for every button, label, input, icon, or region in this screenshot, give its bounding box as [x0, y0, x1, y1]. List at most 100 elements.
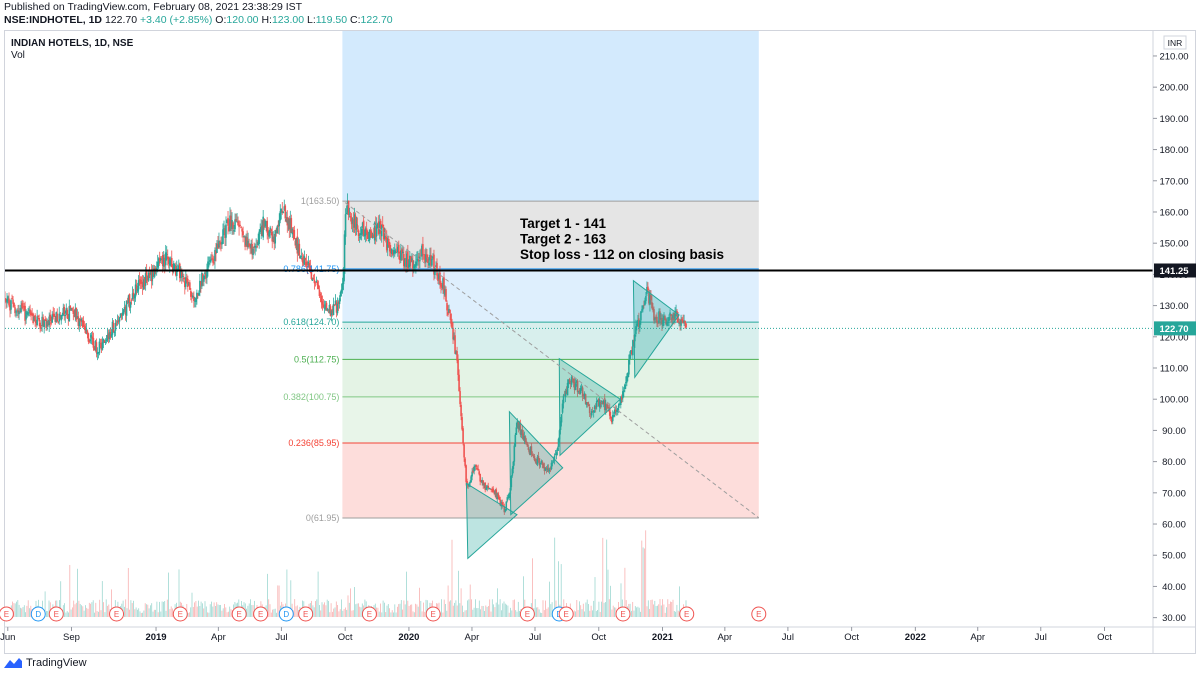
candle	[159, 256, 162, 264]
candle	[114, 319, 117, 337]
candle	[293, 225, 296, 240]
candle-body	[629, 354, 631, 360]
volume-bar	[230, 609, 232, 617]
event-marker-letter: E	[684, 610, 689, 619]
candle-body	[592, 410, 595, 413]
volume-bar	[523, 576, 524, 617]
candle-body	[36, 316, 38, 326]
candle-body	[372, 234, 375, 239]
candle-body	[166, 256, 169, 260]
candle-body	[662, 320, 664, 327]
candle	[119, 313, 122, 318]
candle	[612, 411, 615, 418]
candle-body	[484, 482, 486, 490]
volume-bar	[576, 600, 578, 617]
candle-body	[588, 406, 591, 414]
volume-bar	[607, 569, 609, 617]
volume-bar	[208, 612, 210, 617]
volume-bar	[26, 605, 28, 617]
y-tick-label: 70.00	[1162, 488, 1186, 499]
candle-body	[317, 284, 320, 289]
candle-body	[263, 219, 265, 228]
candle	[438, 269, 440, 286]
candle-body	[518, 424, 521, 430]
candle-body	[147, 272, 150, 281]
candle-body	[406, 253, 408, 268]
candle	[318, 285, 321, 298]
volume-bar	[611, 609, 613, 617]
volume-bar	[13, 603, 15, 617]
candle-body	[285, 219, 288, 221]
candle-body	[117, 319, 120, 323]
candle	[74, 303, 77, 322]
candle-body	[545, 467, 548, 470]
candle-body	[456, 351, 458, 361]
event-marker: E	[751, 606, 767, 622]
candle-body	[146, 275, 149, 281]
candle-body	[600, 401, 603, 403]
volume-bar	[378, 611, 380, 617]
volume-bar	[468, 599, 470, 617]
event-marker-letter: E	[237, 610, 242, 619]
candle	[240, 225, 242, 229]
x-tick-label: Jul	[529, 632, 541, 643]
candle-body	[450, 313, 452, 324]
volume-bar	[157, 612, 159, 617]
volume-bar	[22, 607, 24, 617]
volume-bar	[447, 585, 449, 617]
candle	[647, 282, 649, 292]
volume-bar	[649, 608, 650, 617]
candle-body	[38, 317, 40, 322]
volume-bar	[450, 600, 452, 617]
candle	[422, 236, 424, 262]
volume-bar	[338, 611, 340, 617]
candle-body	[669, 312, 671, 315]
candle	[64, 310, 67, 323]
candle-body	[530, 446, 533, 455]
change-label: +3.40 (+2.85%)	[139, 14, 213, 26]
candle-body	[131, 293, 134, 300]
volume-bar	[101, 581, 103, 617]
event-marker: E	[519, 606, 535, 622]
candle	[311, 277, 314, 282]
candle	[16, 308, 18, 317]
candle	[88, 338, 91, 344]
last-price-tag: 122.70	[1154, 321, 1196, 336]
candle	[531, 451, 534, 457]
candle	[593, 404, 596, 414]
candle-body	[641, 309, 643, 311]
candle	[231, 212, 233, 235]
candle-body	[616, 408, 619, 412]
candle-body	[209, 259, 211, 262]
candle-body	[489, 488, 492, 490]
candle-body	[596, 399, 599, 402]
candle	[292, 226, 295, 241]
open-value: 120.00	[226, 14, 259, 26]
candle-body	[649, 294, 651, 305]
candle-body	[101, 342, 104, 350]
candle	[173, 263, 176, 271]
volume-bar	[551, 602, 553, 617]
candle	[619, 399, 621, 406]
volume-bar	[510, 607, 511, 617]
volume-bar	[104, 612, 106, 617]
candle	[682, 314, 684, 324]
volume-bar	[598, 601, 600, 617]
volume-bar	[593, 600, 595, 617]
volume-bar	[228, 611, 229, 617]
volume-bar	[86, 607, 88, 617]
volume-bar	[471, 599, 472, 617]
candle-body	[119, 313, 122, 318]
volume-bar	[504, 603, 506, 617]
candle	[666, 317, 668, 327]
volume-bar	[315, 601, 316, 617]
candle	[565, 386, 568, 395]
candle-body	[293, 229, 296, 240]
x-tick-label: Apr	[717, 632, 732, 643]
candle	[132, 288, 135, 302]
volume-bar	[131, 603, 133, 617]
volume-bar	[221, 610, 223, 617]
candle-body	[657, 322, 659, 324]
candle	[195, 297, 197, 308]
